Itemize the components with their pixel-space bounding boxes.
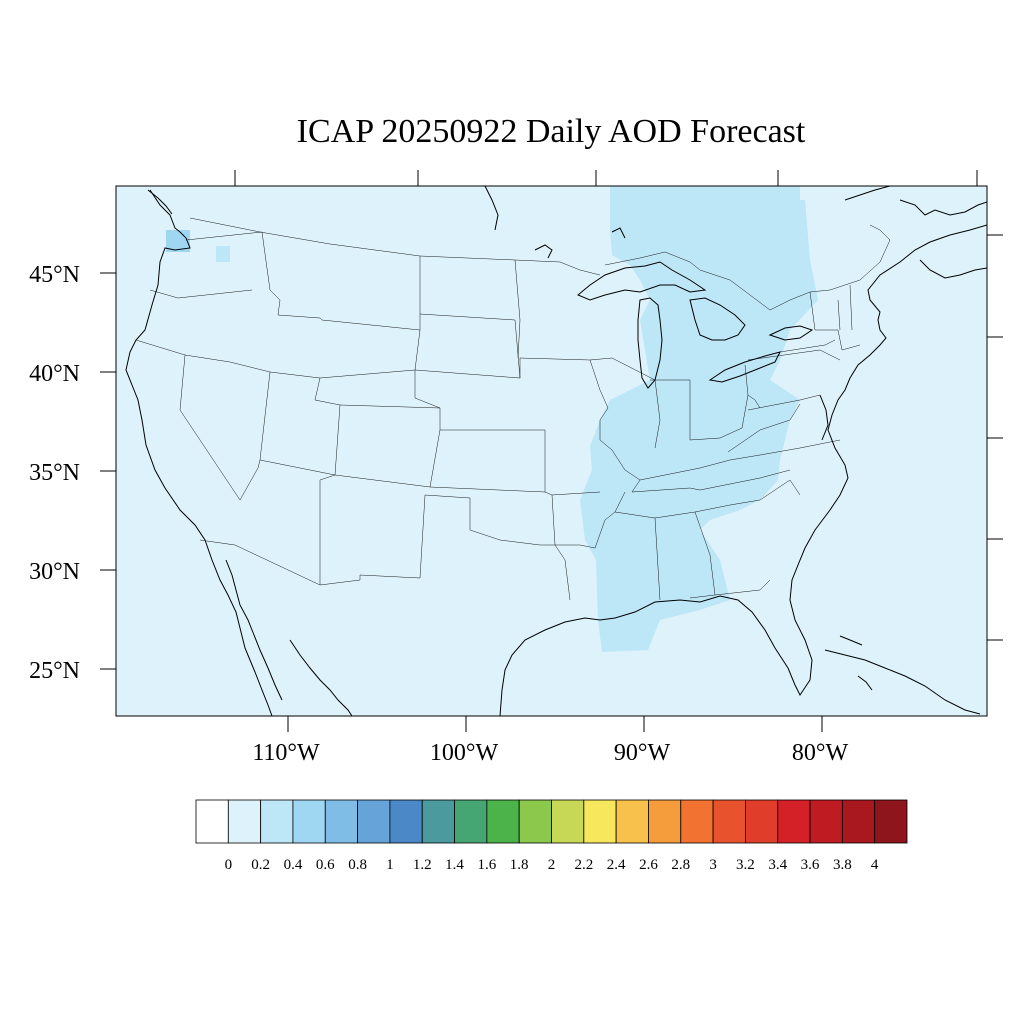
colorbar-swatch bbox=[324, 799, 358, 844]
colorbar-label: 0.4 bbox=[284, 857, 303, 873]
colorbar-swatch bbox=[551, 799, 585, 844]
colorbar-label: 2 bbox=[548, 857, 556, 873]
colorbar-swatch bbox=[680, 799, 714, 844]
colorbar-swatch bbox=[195, 799, 229, 844]
right-ticks bbox=[987, 234, 1003, 641]
lat-label-25: 25°N bbox=[29, 658, 80, 684]
colorbar-swatch bbox=[648, 799, 682, 844]
colorbar-label: 2.8 bbox=[671, 857, 690, 873]
colorbar-label: 2.4 bbox=[607, 857, 626, 873]
lon-label-90w: 90°W bbox=[614, 740, 671, 766]
map-title: ICAP 20250922 Daily AOD Forecast bbox=[297, 113, 806, 150]
colorbar-swatch bbox=[357, 799, 391, 844]
lon-label-110w: 110°W bbox=[252, 740, 320, 766]
lat-label-40: 40°N bbox=[29, 361, 80, 387]
colorbar-swatch bbox=[518, 799, 552, 844]
lat-label-30: 30°N bbox=[29, 559, 80, 585]
colorbar-swatch bbox=[874, 799, 908, 844]
coastlines bbox=[125, 186, 987, 716]
colorbar-label: 3 bbox=[709, 857, 717, 873]
colorbar-label: 1.2 bbox=[413, 857, 432, 873]
colorbar-label: 1.6 bbox=[477, 857, 496, 873]
latitude-labels: 45°N 40°N 35°N 30°N 25°N bbox=[29, 262, 80, 684]
colorbar-label: 3.8 bbox=[833, 857, 852, 873]
top-ticks bbox=[234, 170, 978, 186]
colorbar-swatch bbox=[841, 799, 876, 844]
lat-label-45: 45°N bbox=[29, 262, 80, 288]
colorbar-label: 1.4 bbox=[445, 857, 464, 873]
colorbar bbox=[195, 799, 908, 844]
lon-label-100w: 100°W bbox=[430, 740, 499, 766]
left-ticks bbox=[100, 272, 116, 670]
aod-region-idaho bbox=[216, 246, 230, 262]
state-borders bbox=[135, 217, 891, 601]
colorbar-label: 2.6 bbox=[639, 857, 658, 873]
colorbar-swatch bbox=[260, 799, 294, 844]
colorbar-swatch bbox=[389, 799, 423, 844]
longitude-labels: 110°W 100°W 90°W 80°W bbox=[252, 740, 848, 766]
colorbar-swatch bbox=[712, 799, 746, 844]
colorbar-label: 1.8 bbox=[510, 857, 529, 873]
colorbar-swatch bbox=[615, 799, 649, 844]
colorbar-label: 0.2 bbox=[251, 857, 270, 873]
colorbar-label: 3.4 bbox=[768, 857, 787, 873]
colorbar-label: 3.2 bbox=[736, 857, 755, 873]
bottom-ticks bbox=[287, 716, 823, 732]
lat-label-35: 35°N bbox=[29, 460, 80, 486]
colorbar-swatch bbox=[809, 799, 843, 844]
lon-label-80w: 80°W bbox=[792, 740, 849, 766]
colorbar-label: 4 bbox=[871, 857, 879, 873]
colorbar-label: 1 bbox=[386, 857, 394, 873]
colorbar-swatch bbox=[745, 799, 779, 844]
colorbar-label: 2.2 bbox=[574, 857, 593, 873]
colorbar-swatch bbox=[292, 799, 326, 844]
colorbar-swatch bbox=[421, 799, 455, 844]
colorbar-swatch bbox=[486, 799, 520, 844]
aod-region-eastern bbox=[580, 186, 818, 652]
map-plot-area bbox=[116, 186, 987, 716]
colorbar-swatch bbox=[454, 799, 488, 844]
map-frame bbox=[115, 185, 988, 717]
colorbar-label: 0.6 bbox=[316, 857, 335, 873]
map-background bbox=[116, 186, 987, 716]
colorbar-label: 0 bbox=[225, 857, 233, 873]
colorbar-swatch bbox=[777, 799, 811, 844]
colorbar-swatch bbox=[227, 799, 262, 844]
colorbar-label: 3.6 bbox=[801, 857, 820, 873]
colorbar-label: 0.8 bbox=[348, 857, 367, 873]
colorbar-swatch bbox=[583, 799, 617, 844]
colorbar-labels: 0 0.2 0.4 0.6 0.8 1 1.2 1.4 1.6 1.8 2 2.2 2.4 2.6 2.8 3… bbox=[225, 857, 879, 873]
